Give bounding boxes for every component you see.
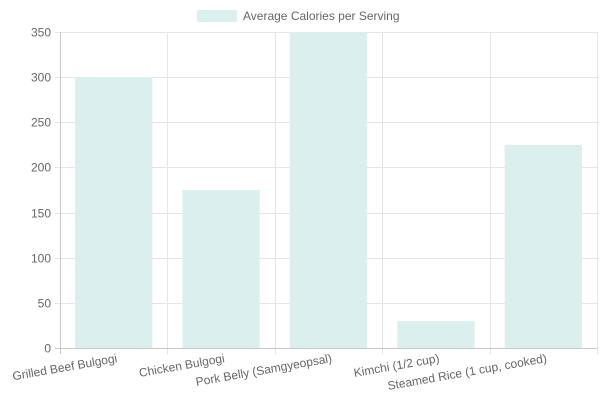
legend-swatch: [197, 10, 237, 22]
legend[interactable]: Average Calories per Serving: [197, 9, 400, 23]
bar-4[interactable]: [504, 144, 582, 348]
x-tick-label: Grilled Beef Bulgogi: [11, 351, 118, 383]
y-tick-label: 150: [31, 207, 51, 221]
bar-1[interactable]: [182, 190, 260, 348]
bars: [75, 32, 582, 349]
bar-2[interactable]: [289, 32, 368, 348]
bar-3[interactable]: [397, 320, 475, 348]
y-tick-label: 300: [31, 71, 51, 85]
bar-0[interactable]: [75, 77, 153, 349]
y-tick-label: 100: [31, 252, 51, 266]
y-tick-label: 50: [38, 297, 52, 311]
legend-label: Average Calories per Serving: [243, 9, 400, 23]
y-tick-label: 0: [44, 342, 51, 356]
x-tick-labels: Grilled Beef Bulgogi Chicken BulgogiPork …: [11, 351, 547, 393]
y-tick-labels: 0 50 100 150 200 250 300 350: [31, 26, 51, 356]
y-tick-label: 200: [31, 161, 51, 175]
y-tick-label: 250: [31, 116, 51, 130]
y-tick-label: 350: [31, 26, 51, 40]
